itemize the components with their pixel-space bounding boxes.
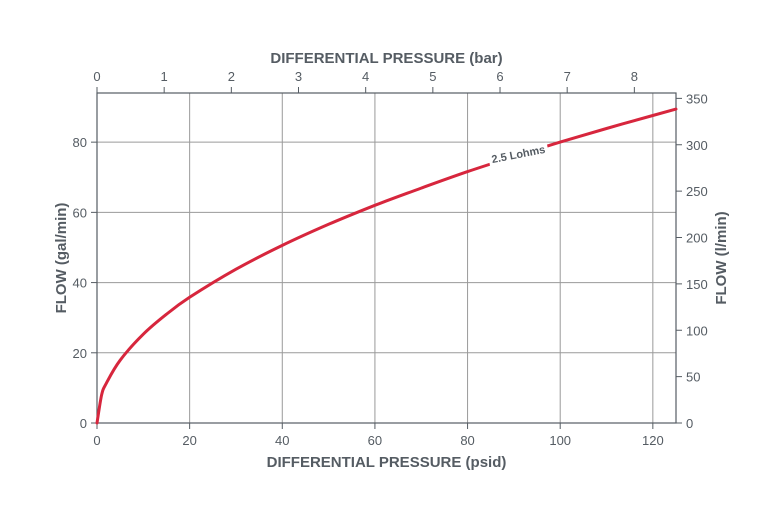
- top-tick-label: 7: [564, 69, 571, 84]
- right-tick-label: 350: [686, 91, 708, 106]
- right-tick-label: 0: [686, 416, 693, 431]
- top-tick-label: 1: [161, 69, 168, 84]
- top-tick-label: 2: [228, 69, 235, 84]
- top-tick-label: 3: [295, 69, 302, 84]
- right-axis-title: FLOW (l/min): [713, 211, 730, 304]
- left-tick-label: 60: [73, 205, 87, 220]
- left-axis-title: FLOW (gal/min): [53, 203, 70, 314]
- bottom-axis-title: DIFFERENTIAL PRESSURE (psid): [267, 454, 507, 471]
- top-tick-label: 8: [631, 69, 638, 84]
- top-tick-label: 5: [429, 69, 436, 84]
- grid-lines: [97, 93, 676, 423]
- left-tick-label: 0: [80, 416, 87, 431]
- flow-curve-line: [95, 107, 678, 425]
- left-tick-label: 80: [73, 135, 87, 150]
- right-tick-label: 250: [686, 184, 708, 199]
- top-axis-title: DIFFERENTIAL PRESSURE (bar): [270, 50, 502, 67]
- bottom-tick-label: 0: [93, 433, 100, 448]
- top-tick-label: 0: [93, 69, 100, 84]
- right-tick-label: 100: [686, 323, 708, 338]
- right-tick-label: 200: [686, 231, 708, 246]
- bottom-tick-label: 80: [460, 433, 474, 448]
- right-tick-label: 50: [686, 370, 700, 385]
- left-tick-label: 40: [73, 276, 87, 291]
- curve-label-background: [487, 142, 550, 168]
- curve-label-group: 2.5 Lohms: [487, 142, 550, 168]
- bottom-tick-label: 20: [182, 433, 196, 448]
- bottom-tick-label: 100: [549, 433, 571, 448]
- right-tick-label: 300: [686, 138, 708, 153]
- curve-label: 2.5 Lohms: [491, 144, 547, 166]
- plot-frame: [96, 92, 677, 424]
- bottom-tick-label: 40: [275, 433, 289, 448]
- bottom-tick-label: 60: [368, 433, 382, 448]
- right-tick-label: 150: [686, 277, 708, 292]
- left-tick-label: 20: [73, 346, 87, 361]
- top-tick-label: 4: [362, 69, 369, 84]
- top-tick-label: 6: [496, 69, 503, 84]
- bottom-tick-label: 120: [642, 433, 664, 448]
